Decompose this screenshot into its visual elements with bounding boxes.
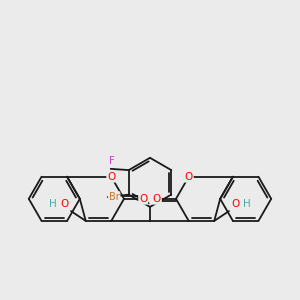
Text: O: O bbox=[231, 199, 239, 209]
Text: O: O bbox=[107, 172, 116, 182]
Text: O: O bbox=[61, 199, 69, 209]
Text: O: O bbox=[184, 172, 193, 182]
Text: O: O bbox=[139, 194, 147, 204]
Text: H: H bbox=[243, 199, 251, 209]
Text: O: O bbox=[153, 194, 161, 204]
Text: F: F bbox=[109, 155, 115, 166]
Text: H: H bbox=[49, 199, 57, 209]
Text: Br: Br bbox=[109, 192, 120, 202]
